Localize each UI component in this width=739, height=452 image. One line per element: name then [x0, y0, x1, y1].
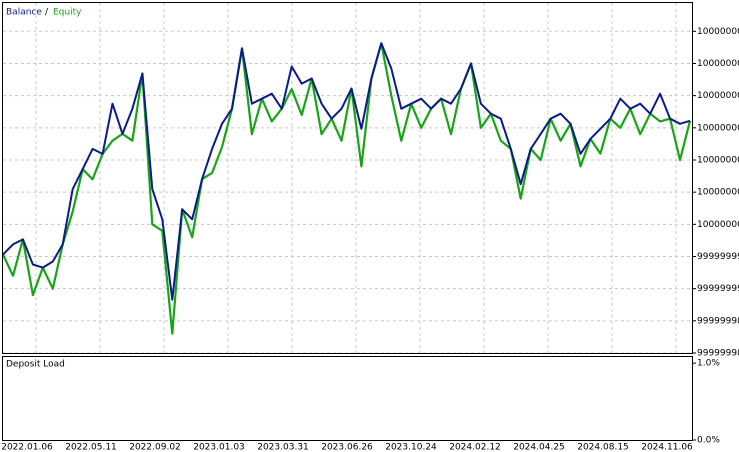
y-tick-label: 10000000	[697, 220, 739, 230]
grid-layer	[3, 3, 692, 354]
x-tick-label: 2024.02.12	[449, 443, 501, 452]
load-title: Deposit Load	[6, 360, 65, 370]
y-tick-label: 10000000	[697, 123, 739, 133]
x-tick-label: 2024.11.06	[641, 443, 693, 452]
y-tick-label: 10000000	[697, 91, 739, 101]
y-tick-label: 99999999	[697, 252, 739, 262]
y-tick-label: 99999998	[697, 349, 739, 359]
y-tick-label: 10000000	[697, 59, 739, 69]
x-tick-label: 2023.03.31	[257, 443, 309, 452]
x-tick-label: 2023.06.26	[321, 443, 373, 452]
y-tick-label: 10000000	[697, 27, 739, 37]
y-tick-label: 0.0%	[697, 436, 720, 446]
legend-balance: Balance	[6, 8, 42, 18]
x-tick-label: 2022.01.06	[1, 443, 53, 452]
x-tick-label: 2024.08.15	[577, 443, 629, 452]
y-tick-label: 99999999	[697, 284, 739, 294]
series-line	[2, 42, 691, 301]
x-tick-label: 2023.01.03	[193, 443, 245, 452]
x-tick-label: 2024.04.25	[513, 443, 565, 452]
main-frame	[2, 2, 693, 354]
marks-layer	[2, 42, 692, 335]
y-tick-label: 10000000	[697, 155, 739, 165]
x-tick-label: 2023.10.24	[385, 443, 437, 452]
series-line	[2, 42, 692, 335]
legend-separator: /	[45, 8, 49, 18]
y-tick-label: 99999998	[697, 316, 739, 326]
x-tick-label: 2022.05.11	[65, 443, 117, 452]
x-tick-label: 2022.09.02	[129, 443, 181, 452]
legend-equity: Equity	[53, 8, 82, 18]
load-frame	[2, 356, 693, 441]
y-tick-label: 10000000	[697, 188, 739, 198]
y-tick-label: 1.0%	[697, 359, 720, 369]
